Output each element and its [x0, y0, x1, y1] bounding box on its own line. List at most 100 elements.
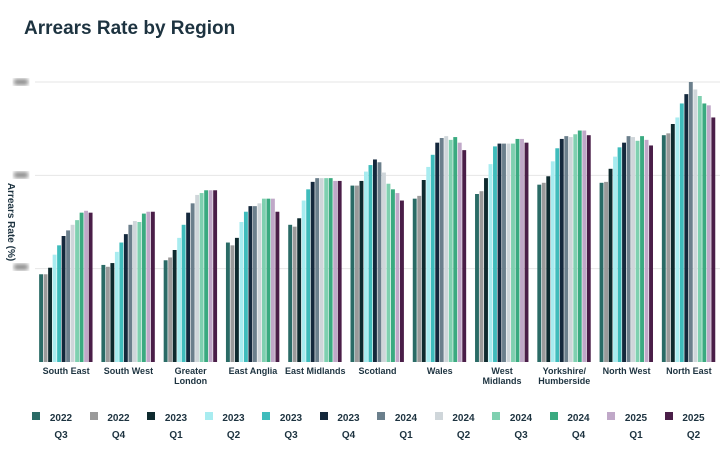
- bar: [79, 212, 84, 362]
- bar: [252, 206, 257, 362]
- legend-label: 2024 Q2: [452, 413, 475, 441]
- bar: [386, 183, 391, 362]
- bar: [190, 203, 195, 362]
- legend-swatch: [319, 412, 328, 420]
- bar: [479, 191, 484, 362]
- bar: [114, 251, 119, 362]
- bar: [421, 180, 426, 362]
- bar: [599, 182, 604, 362]
- x-tick-label: Scotland: [358, 366, 397, 376]
- bar: [559, 138, 564, 362]
- x-tick-label: West Midlands: [482, 366, 522, 386]
- bar: [448, 139, 453, 362]
- bar: [391, 189, 395, 362]
- bar: [234, 237, 239, 362]
- bar: [382, 172, 386, 362]
- bar: [582, 130, 587, 362]
- bar: [706, 105, 711, 362]
- legend-swatch: [262, 412, 270, 420]
- bar: [337, 180, 342, 362]
- legend-swatch: [204, 412, 213, 420]
- bar: [586, 135, 591, 362]
- bar: [684, 94, 689, 362]
- x-tick-label: South East: [42, 366, 90, 376]
- legend-item: 2023 Q3: [262, 410, 304, 444]
- bar: [435, 142, 440, 362]
- bar: [310, 181, 315, 362]
- bar: [119, 242, 124, 362]
- bar: [515, 138, 520, 362]
- legend-swatch: [32, 412, 40, 420]
- bar: [186, 212, 191, 362]
- bar: [110, 263, 115, 362]
- y-axis-label: Arrears Rate (%): [5, 183, 16, 261]
- bar: [573, 134, 578, 362]
- bar: [141, 213, 146, 362]
- bar: [199, 193, 204, 362]
- x-tick-label: Greater London: [174, 366, 208, 386]
- legend-label: 2024 Q3: [509, 413, 533, 441]
- bar: [373, 159, 377, 362]
- chart-title: Arrears Rate by Region: [24, 18, 235, 39]
- x-tick-label: East Midlands: [284, 366, 346, 376]
- bar: [137, 222, 142, 362]
- bar: [568, 137, 573, 362]
- legend-item: 2024 Q1: [377, 410, 419, 444]
- legend-item: 2024 Q4: [549, 410, 592, 444]
- blurred-tick: [14, 264, 28, 270]
- bar: [617, 147, 622, 362]
- bar: [439, 138, 444, 362]
- bar: [626, 136, 631, 362]
- bar: [208, 190, 213, 362]
- bar: [649, 145, 653, 362]
- bar: [400, 200, 404, 362]
- x-tick-label: East Anglia: [228, 366, 278, 376]
- bar: [43, 274, 48, 362]
- bar: [261, 198, 266, 362]
- bar: [604, 181, 608, 362]
- bar: [359, 180, 364, 362]
- bar: [426, 166, 431, 362]
- bar: [172, 250, 177, 362]
- bar: [520, 138, 524, 362]
- bar: [693, 89, 698, 362]
- bar: [546, 176, 551, 362]
- bar: [688, 82, 693, 362]
- bar: [163, 260, 168, 362]
- bar: [288, 224, 293, 362]
- bar: [168, 257, 173, 362]
- bar: [631, 137, 635, 362]
- legend-item: 2022 Q3: [32, 410, 74, 444]
- legend-label: 2023 Q3: [279, 413, 303, 441]
- bar: [243, 211, 248, 362]
- bar: [88, 212, 93, 362]
- legend-item: 2023 Q2: [204, 410, 247, 444]
- bar: [679, 103, 684, 362]
- bar: [324, 178, 329, 362]
- bar: [537, 184, 542, 362]
- bar: [377, 162, 382, 362]
- legend-label: 2023 Q4: [337, 413, 360, 441]
- bar: [524, 142, 529, 362]
- legend-label: 2025 Q2: [682, 413, 705, 441]
- x-tick-label: South West: [103, 366, 154, 376]
- legend-swatch: [377, 412, 385, 420]
- bar: [608, 168, 613, 362]
- legend-swatch: [147, 412, 155, 420]
- bar: [635, 140, 640, 362]
- bar: [475, 194, 479, 362]
- bar: [230, 245, 235, 362]
- legend-swatch: [89, 412, 98, 420]
- bar: [333, 180, 338, 362]
- bar: [195, 194, 200, 362]
- bar: [368, 165, 373, 362]
- bar: [132, 221, 137, 362]
- blurred-tick: [14, 79, 28, 85]
- legend-label: 2024 Q4: [567, 413, 590, 441]
- legend-label: 2023 Q2: [222, 413, 245, 441]
- bar: [488, 164, 493, 362]
- bar: [444, 136, 449, 362]
- bar: [181, 224, 186, 362]
